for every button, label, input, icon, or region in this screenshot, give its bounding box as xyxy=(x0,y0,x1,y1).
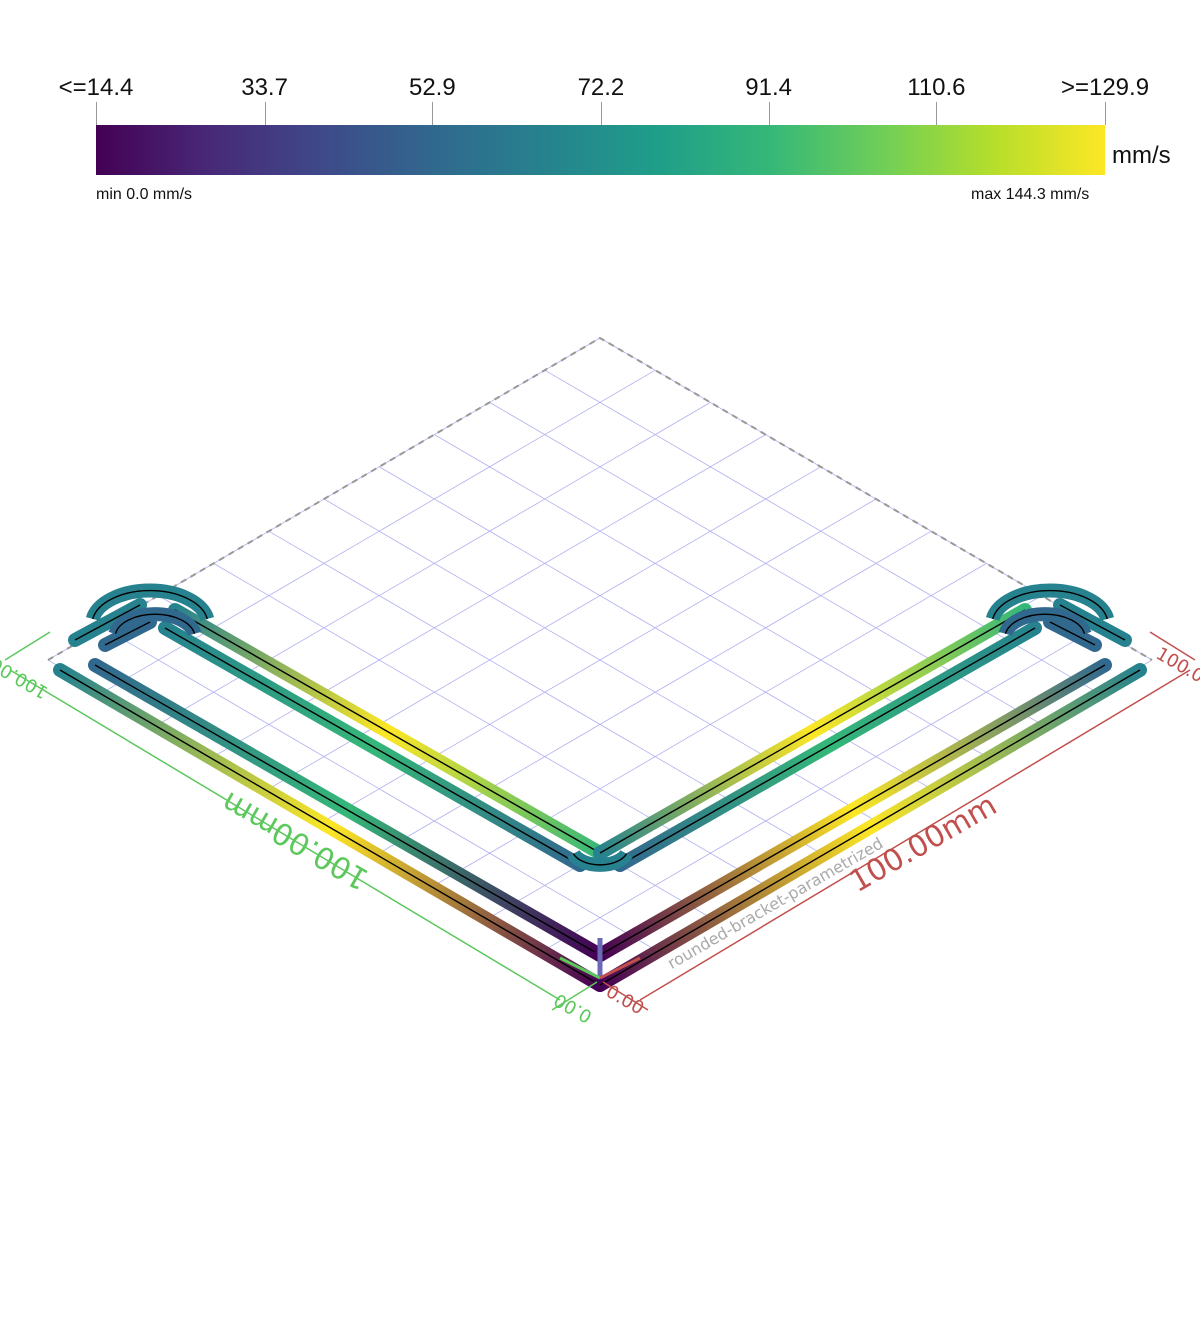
toolpath-centerline xyxy=(92,589,208,620)
legend-tick-mark xyxy=(96,102,97,125)
x-end-label: 100.00 xyxy=(1152,643,1200,693)
toolpath-centerline xyxy=(599,609,1026,854)
toolpath-centerline xyxy=(1049,621,1096,646)
toolpath-centerline xyxy=(104,621,151,646)
toolpath-centerline xyxy=(74,604,141,641)
bed-outline xyxy=(47,336,1153,661)
toolpath-centerline xyxy=(599,664,1106,956)
legend-min-label: min 0.0 mm/s xyxy=(96,186,193,203)
toolpath-centerline xyxy=(599,669,1141,986)
legend-tick-label: 91.4 xyxy=(745,74,793,101)
toolpath-centerline xyxy=(114,613,196,634)
speed-colorbar xyxy=(96,125,1105,175)
legend-tick-label: 33.7 xyxy=(241,74,288,101)
legend-tick-mark xyxy=(768,102,770,125)
legend-tick-label: <=14.4 xyxy=(58,74,134,101)
legend-tick-mark xyxy=(936,102,938,125)
toolpath-centerline xyxy=(619,627,1036,866)
y-origin-label: 0.00 xyxy=(551,989,596,1027)
speed-legend: <=14.4 33.7 52.9 72.2 91.4 110.6 >=129.9 mm/s … xyxy=(0,0,1200,230)
legend-tick-label: 110.6 xyxy=(907,74,966,101)
legend-unit: mm/s xyxy=(1112,142,1171,169)
toolpath-centerline xyxy=(164,627,581,866)
legend-tick-mark xyxy=(600,102,602,125)
y-end-label: 100.00 xyxy=(0,653,52,703)
toolpath-centerline xyxy=(174,609,601,854)
toolpath-centerline xyxy=(1059,604,1126,641)
legend-tick-mark xyxy=(432,102,434,125)
toolpath-centerline xyxy=(59,669,601,986)
toolpaths xyxy=(53,583,1147,992)
legend-tick-label: >=129.9 xyxy=(1060,74,1150,101)
toolpath-centerline xyxy=(1004,613,1086,634)
legend-tick-mark xyxy=(264,102,266,125)
legend-tick-mark xyxy=(1105,102,1106,125)
toolpath-centerline xyxy=(572,853,628,866)
toolpath-centerline xyxy=(94,664,601,956)
legend-max-label: max 144.3 mm/s xyxy=(971,186,1090,203)
legend-tick-label: 52.9 xyxy=(408,74,456,101)
x-origin-label: 0.00 xyxy=(602,981,647,1019)
legend-tick-label: 72.2 xyxy=(577,74,625,101)
toolpath-centerline xyxy=(992,589,1108,620)
origin-marker xyxy=(559,938,641,980)
